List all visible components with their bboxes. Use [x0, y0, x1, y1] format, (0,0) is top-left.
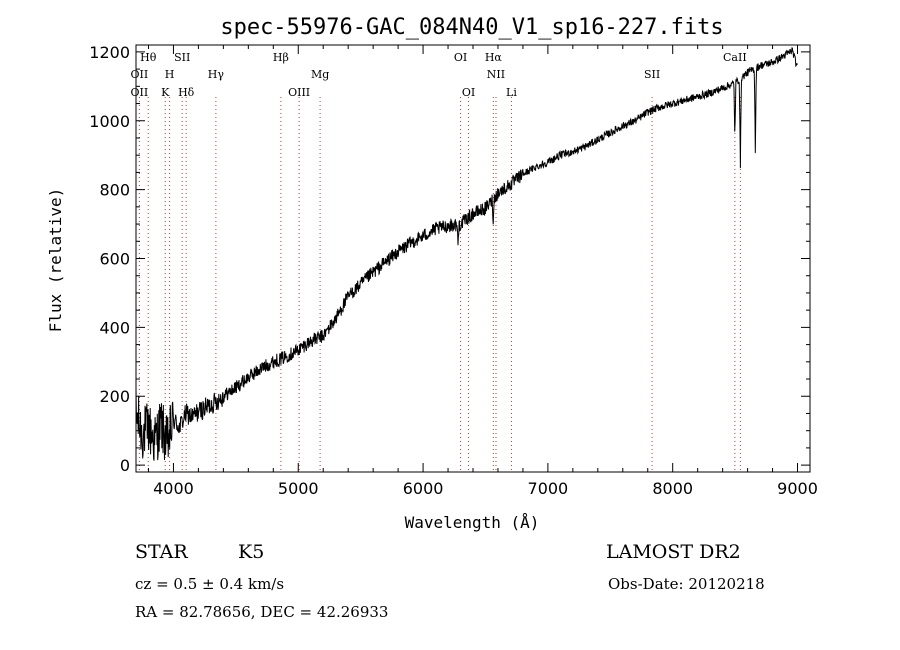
- y-tick-label: 600: [99, 250, 130, 269]
- object-class: STAR: [135, 541, 188, 563]
- spectral-line-label: Li: [506, 86, 517, 99]
- x-tick-label: 8000: [652, 479, 693, 498]
- spectral-line-label: Hγ: [208, 68, 225, 81]
- spectral-line-labels: Hθ SII Hβ OI Hα CaII OII H Hγ Mg NII SII OII K Hδ OIII O…: [131, 51, 747, 99]
- spectral-line-label: CaII: [723, 51, 747, 64]
- y-tick-label: 1000: [89, 112, 130, 131]
- spectral-line-label: Mg: [311, 68, 329, 81]
- marker-lines: [138, 97, 741, 472]
- redshift-cz: cz = 0.5 ± 0.4 km/s: [135, 575, 285, 593]
- spectrum-series: [135, 47, 798, 461]
- x-tick-label: 5000: [278, 479, 319, 498]
- spectral-line-label: SII: [644, 68, 660, 81]
- spectral-line-label: Hβ: [273, 51, 289, 64]
- plot-frame: [135, 44, 811, 473]
- x-tick-label: 7000: [528, 479, 569, 498]
- spectral-line-label: OI: [454, 51, 467, 64]
- object-subclass: K5: [238, 541, 265, 563]
- spectral-line-label: OIII: [288, 86, 310, 99]
- observation-date: Obs-Date: 20120218: [608, 575, 765, 593]
- spectral-line-label: OII: [131, 68, 149, 81]
- spectral-line-label: SII: [174, 51, 190, 64]
- y-tick-label: 400: [99, 318, 130, 337]
- y-tick-label: 200: [99, 387, 130, 406]
- x-tick-label: 9000: [777, 479, 818, 498]
- chart-title: spec-55976-GAC_084N40_V1_sp16-227.fits: [220, 15, 723, 40]
- ra-dec: RA = 82.78656, DEC = 42.26933: [135, 603, 389, 621]
- x-tick-label: 6000: [403, 479, 444, 498]
- y-tick-label: 0: [120, 456, 130, 475]
- survey-name: LAMOST DR2: [606, 541, 741, 563]
- spectral-line-label: Hδ: [178, 86, 195, 99]
- spectral-line-label: H: [165, 68, 175, 81]
- spectral-line-label: OI: [462, 86, 475, 99]
- y-tick-label: 1200: [89, 43, 130, 62]
- plot-axes: 4000 5000 6000 7000 8000 9000 0 200 400 600 800 100…: [89, 43, 818, 498]
- spectrum-line: [135, 47, 798, 461]
- y-axis-label: Flux (relative): [46, 188, 65, 333]
- x-tick-label: 4000: [153, 479, 194, 498]
- spectral-line-label: Hθ: [140, 51, 157, 64]
- y-tick-label: 800: [99, 181, 130, 200]
- spectral-line-label: OII: [131, 86, 149, 99]
- spectral-line-label: NII: [487, 68, 505, 81]
- x-axis-label: Wavelength (Å): [405, 513, 540, 532]
- spectral-line-label: K: [161, 86, 170, 99]
- spectral-line-label: Hα: [485, 51, 503, 64]
